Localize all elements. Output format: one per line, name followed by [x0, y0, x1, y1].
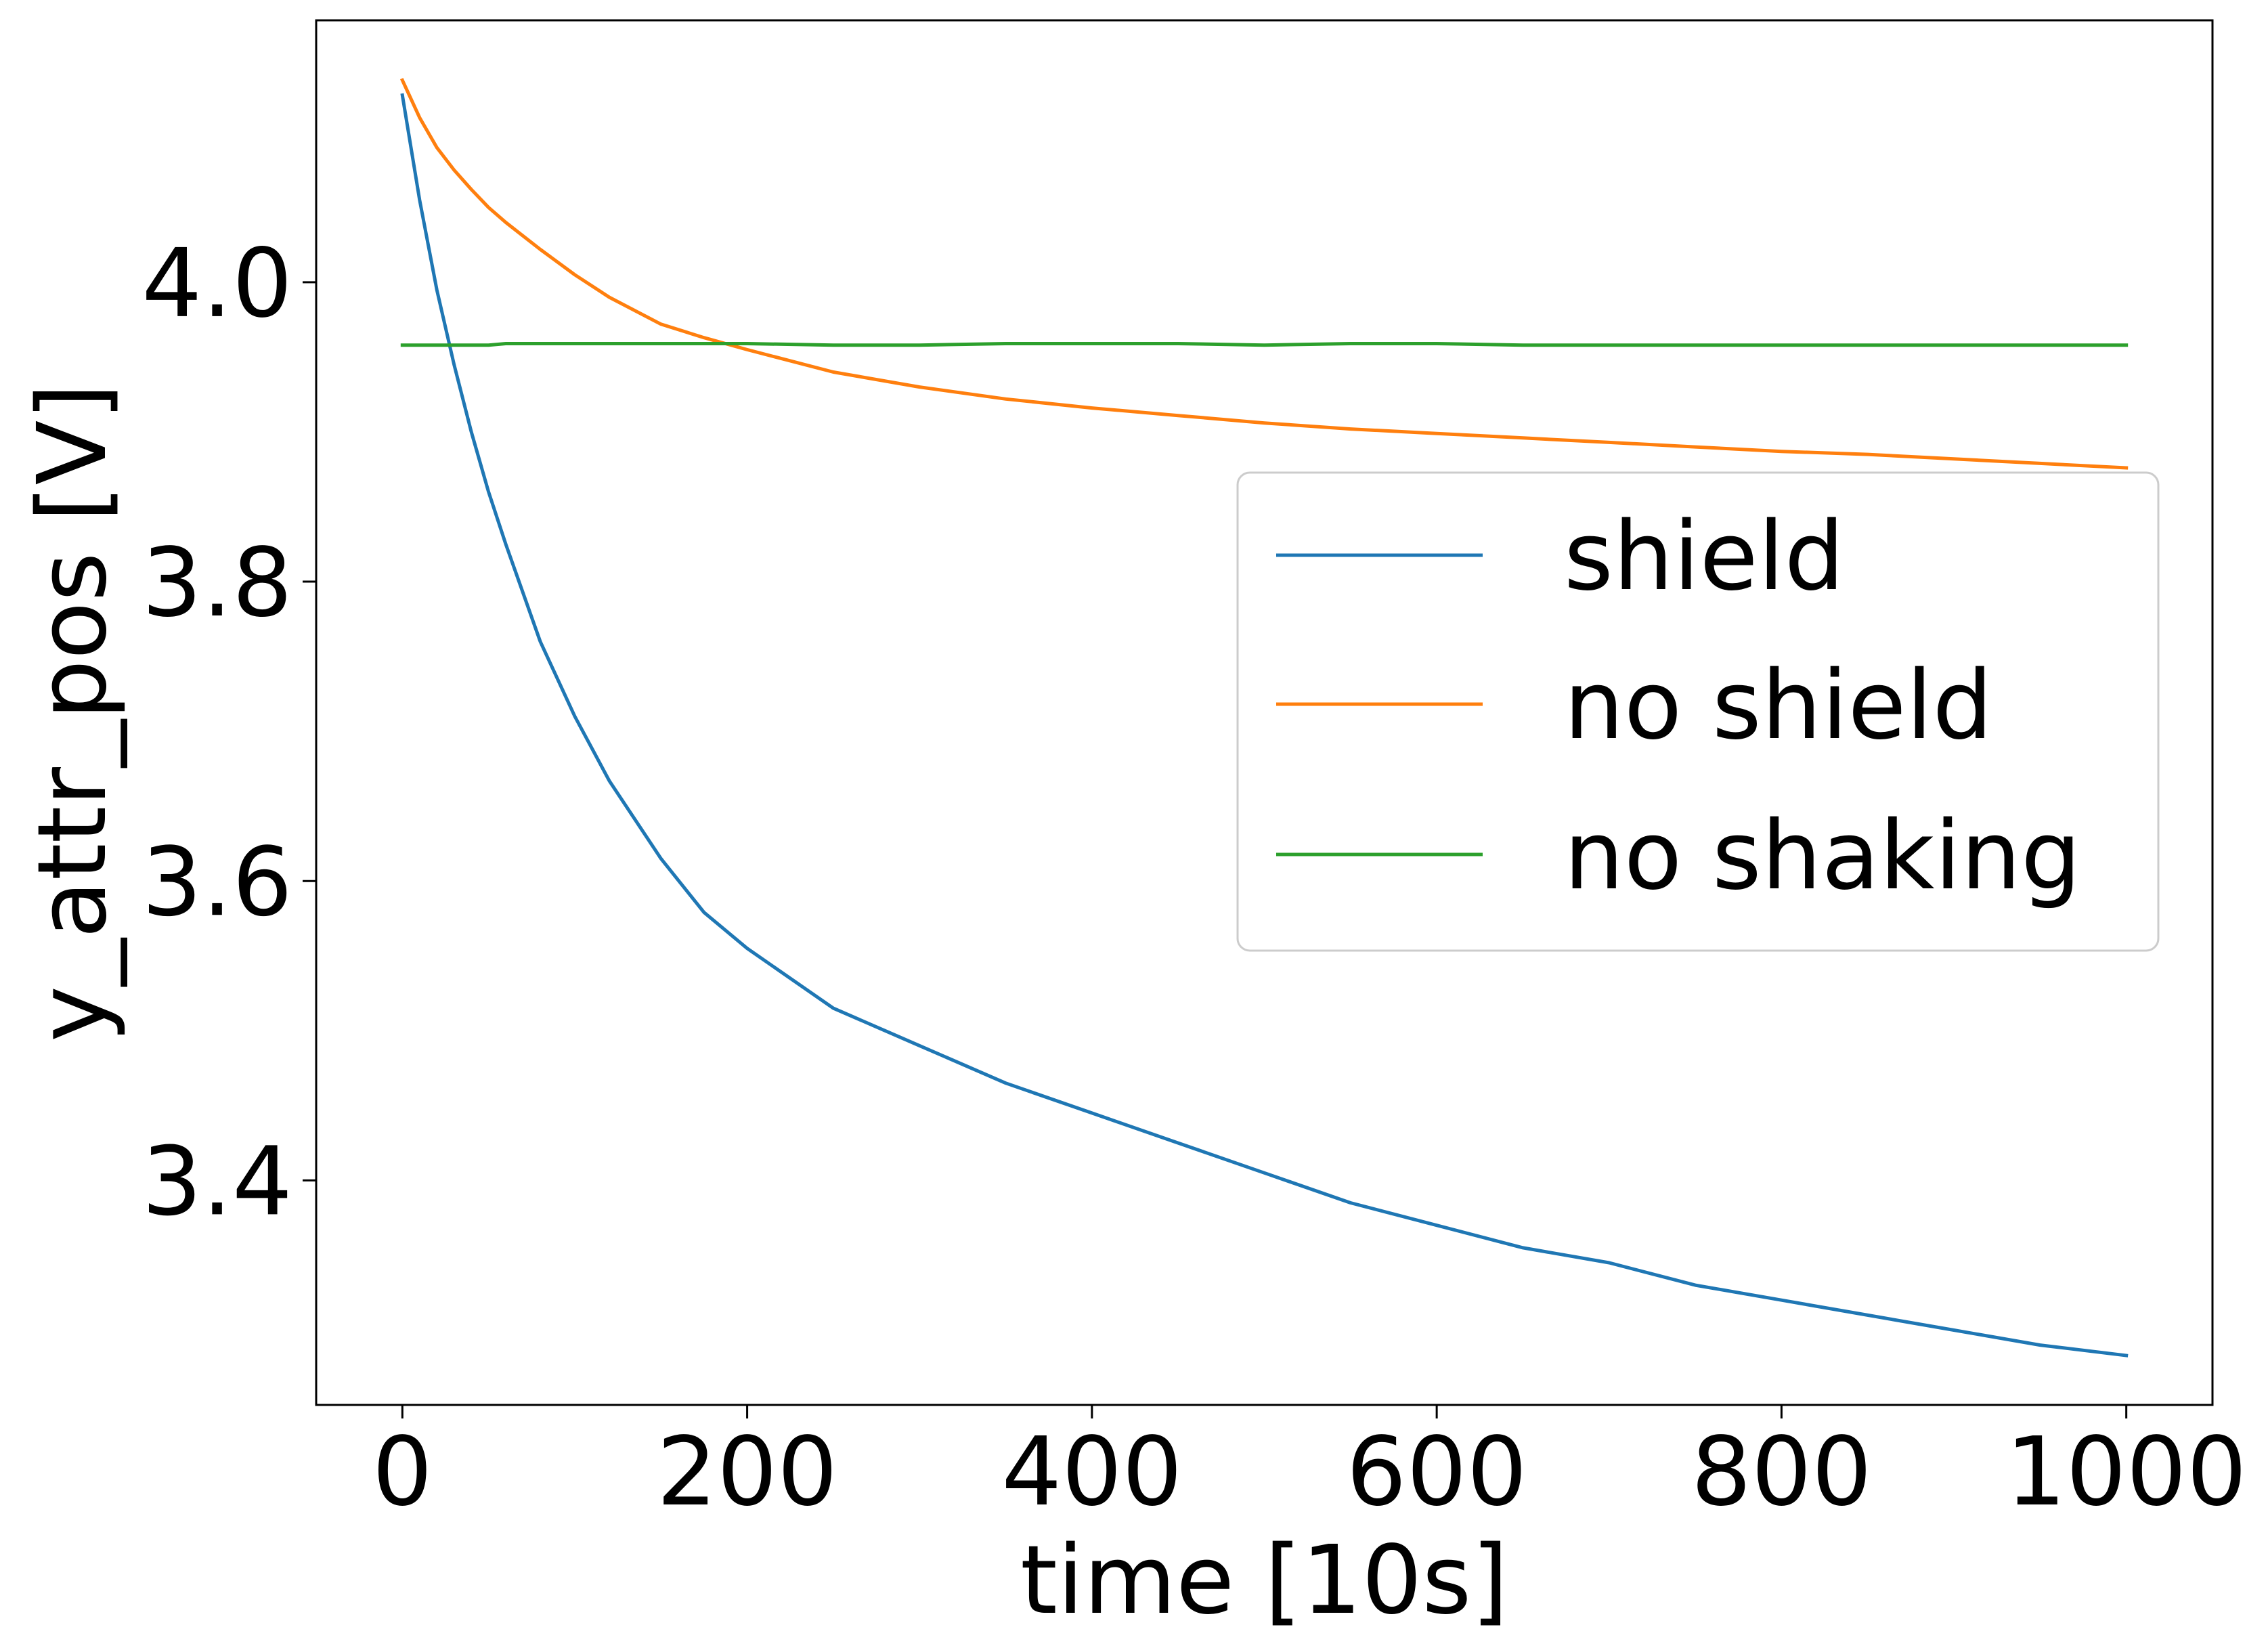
y-tick-label: 4.0	[141, 229, 292, 339]
series-line-2	[400, 342, 2129, 347]
x-tick-label: 200	[657, 1417, 837, 1527]
ticks-layer: 0 200 400 600 800 1000 3.4 3.6 3.8 4.0	[141, 229, 2246, 1527]
x-axis-label: time [10s]	[1020, 1525, 1508, 1636]
x-tick-label: 600	[1347, 1417, 1527, 1527]
legend: shield no shield no shaking	[1236, 471, 2160, 952]
legend-label-2: no shaking	[1564, 801, 2081, 911]
plot-area-frame	[315, 19, 2214, 1406]
y-tick-label: 3.4	[141, 1127, 292, 1237]
legend-label-1: no shield	[1564, 651, 1992, 761]
series-layer	[399, 78, 2129, 1358]
x-tick-label: 1000	[2006, 1417, 2247, 1527]
y-tick-label: 3.6	[141, 827, 292, 938]
y-axis-label: y_attr_pos [V]	[18, 383, 128, 1042]
x-tick-label: 800	[1691, 1417, 1872, 1527]
y-tick-label: 3.8	[141, 528, 292, 638]
series-line-1	[399, 78, 2129, 470]
legend-label-0: shield	[1564, 502, 1844, 612]
x-tick-label: 400	[1001, 1417, 1182, 1527]
x-tick-label: 0	[372, 1417, 433, 1527]
legend-box	[1236, 471, 2160, 952]
series-line-0	[400, 93, 2129, 1358]
